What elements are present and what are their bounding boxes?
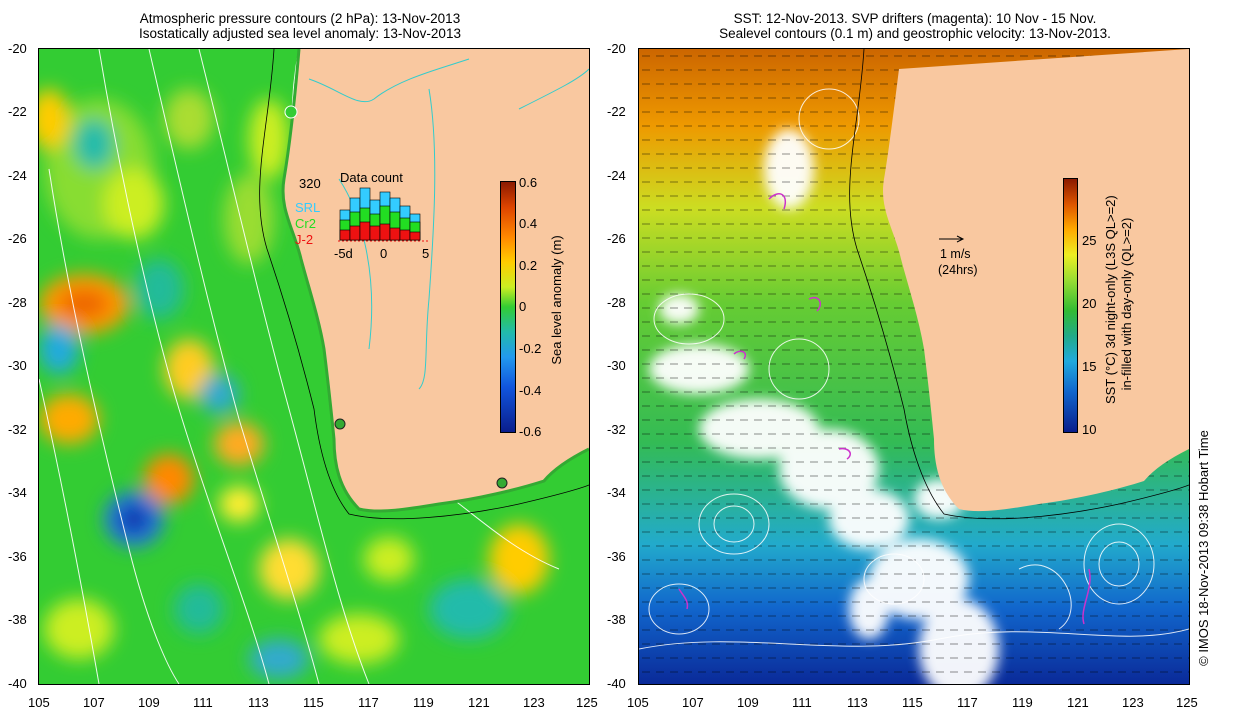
vector-scale-arrow <box>939 235 965 243</box>
left-xtick: 123 <box>523 695 545 710</box>
left-map <box>38 48 590 685</box>
left-ytick: -22 <box>8 104 27 119</box>
right-colorbar-tick-25: 25 <box>1082 233 1097 248</box>
vector-scale-label: 1 m/s <box>940 247 971 261</box>
left-colorbar-tick-0.6: 0.6 <box>519 175 538 190</box>
left-ytick: -32 <box>8 422 27 437</box>
left-xtick: 121 <box>468 695 490 710</box>
right-colorbar-label-line2: in-filled with day-only (QL>=2) <box>1119 217 1134 391</box>
legend-j2: J-2 <box>295 232 314 247</box>
histogram-bars <box>338 187 430 242</box>
left-xtick: 117 <box>358 695 379 710</box>
right-xtick: 109 <box>737 695 759 710</box>
left-ytick: -20 <box>8 41 27 56</box>
right-ytick: -28 <box>607 295 626 310</box>
left-colorbar <box>500 181 516 433</box>
right-ytick: -30 <box>607 358 626 373</box>
right-ytick: -36 <box>607 549 626 564</box>
right-xtick: 113 <box>847 695 868 710</box>
left-ytick: -34 <box>8 485 27 500</box>
right-colorbar-tick-15: 15 <box>1082 359 1097 374</box>
histogram-title: Data count <box>340 170 403 185</box>
right-xtick: 125 <box>1176 695 1198 710</box>
left-colorbar-tick-neg0.4: -0.4 <box>519 383 542 398</box>
right-xtick: 115 <box>902 695 923 710</box>
left-xtick: 119 <box>413 695 434 710</box>
right-xtick: 107 <box>682 695 704 710</box>
legend-srl: SRL <box>295 200 321 215</box>
right-ytick: -26 <box>607 231 626 246</box>
left-ytick: -24 <box>8 168 27 183</box>
left-ytick: -40 <box>8 676 27 691</box>
credit-text: © IMOS 18-Nov-2013 09:38 Hobart Time <box>1196 430 1211 666</box>
legend-cr2: Cr2 <box>295 216 316 231</box>
right-xtick: 111 <box>792 695 812 710</box>
right-colorbar <box>1063 178 1078 433</box>
left-ytick: -30 <box>8 358 27 373</box>
left-title-line1: Atmospheric pressure contours (2 hPa): 1… <box>139 11 461 26</box>
left-colorbar-label: Sea level anomaly (m) <box>549 235 564 365</box>
left-colorbar-tick-0.4: 0.4 <box>519 216 538 231</box>
left-ytick: -26 <box>8 231 27 246</box>
right-colorbar-label-line1: SST (°C) 3d night-only (L3S QL>=2) <box>1103 195 1118 404</box>
right-title-line1: SST: 12-Nov-2013. SVP drifters (magenta)… <box>733 11 1097 26</box>
vector-scale-sub: (24hrs) <box>938 263 978 277</box>
histogram-xtick-5: 5 <box>422 246 430 261</box>
histogram-xtick-0: 0 <box>380 246 388 261</box>
right-ytick: -20 <box>607 41 626 56</box>
left-ytick: -38 <box>8 612 27 627</box>
left-xtick: 107 <box>83 695 105 710</box>
left-xtick: 115 <box>303 695 324 710</box>
right-ytick: -38 <box>607 612 626 627</box>
right-ytick: -40 <box>607 676 626 691</box>
histogram-xtick-neg5d: -5d <box>334 246 353 261</box>
right-xtick: 121 <box>1067 695 1089 710</box>
left-xtick: 111 <box>193 695 213 710</box>
right-xtick: 105 <box>627 695 649 710</box>
right-colorbar-tick-20: 20 <box>1082 296 1097 311</box>
histogram-ymax-label: 320 <box>299 176 321 191</box>
right-ytick: -32 <box>607 422 626 437</box>
right-colorbar-tick-10: 10 <box>1082 422 1097 437</box>
left-xtick: 113 <box>248 695 269 710</box>
right-ytick: -22 <box>607 104 626 119</box>
left-colorbar-tick-neg0.6: -0.6 <box>519 424 542 439</box>
left-title-line2: Isostatically adjusted sea level anomaly… <box>139 26 461 41</box>
left-xtick: 105 <box>28 695 50 710</box>
left-ytick: -36 <box>8 549 27 564</box>
left-xtick: 109 <box>138 695 160 710</box>
left-colorbar-tick-0.2: 0.2 <box>519 258 538 273</box>
right-ytick: -24 <box>607 168 626 183</box>
left-ytick: -28 <box>8 295 27 310</box>
right-title-line2: Sealevel contours (0.1 m) and geostrophi… <box>719 26 1111 41</box>
right-map <box>638 48 1190 685</box>
left-xtick: 125 <box>576 695 598 710</box>
right-xtick: 123 <box>1122 695 1144 710</box>
left-colorbar-tick-neg0.2: -0.2 <box>519 341 542 356</box>
right-xtick: 119 <box>1012 695 1033 710</box>
left-colorbar-tick-0: 0 <box>519 299 527 314</box>
right-ytick: -34 <box>607 485 626 500</box>
right-xtick: 117 <box>957 695 978 710</box>
